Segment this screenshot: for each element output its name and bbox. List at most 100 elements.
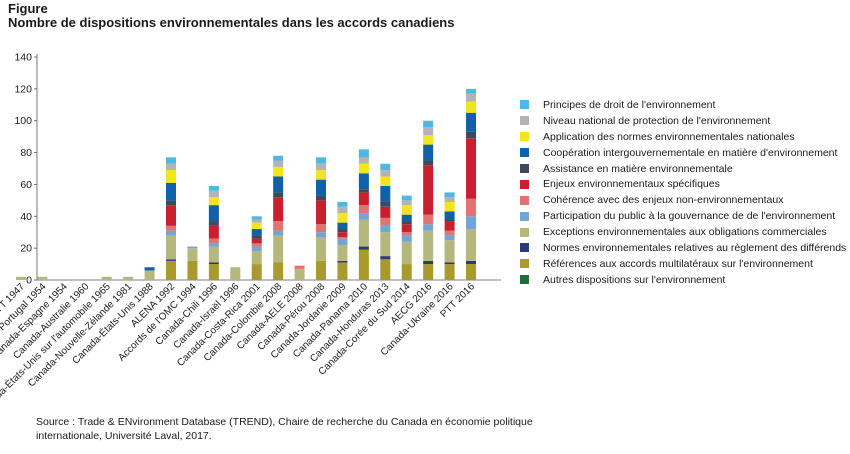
bar-segment [273,235,284,263]
bar-segment [166,157,177,164]
bar-segment [466,93,477,102]
bar-segment [423,135,434,145]
bar-segment [466,101,477,113]
legend-item: Références aux accords multilatéraux sur… [520,256,846,272]
legend-item: Exceptions environnementales aux obligat… [520,224,846,240]
y-tick-label: 40 [20,211,32,223]
bar-segment [423,144,434,161]
legend-item: Principes de droit de l'environnement [520,97,846,113]
bar-segment [423,127,434,136]
legend-item: Application des normes environnementales… [520,129,846,145]
bar-segment [251,246,262,252]
bar-segment [144,267,155,271]
bar-segment [251,251,262,265]
bar-segment [294,268,305,280]
legend-swatch [520,275,529,285]
legend-item: Niveau national de protection de l'envir… [520,113,846,129]
bar-segment [358,246,369,250]
bar-segment [166,230,177,236]
bar-segment [166,205,177,226]
bar-segment [444,264,455,280]
y-tick-label: 20 [20,243,32,255]
bar-segment [337,262,348,280]
bar-segment [208,246,219,263]
legend-swatch [520,259,529,269]
bar-segment [423,214,434,225]
bar-segment [444,201,455,212]
bar-segment [316,179,327,196]
bar-segment [337,260,348,263]
bar-segment [358,213,369,220]
bar-segment [380,259,391,280]
bar-segment [337,232,348,237]
bar-segment [337,236,348,239]
bar-segment [380,186,391,202]
legend-item: Enjeux environnementaux spécifiques [520,176,846,192]
bar-segment [401,221,412,225]
bar-segment [401,235,412,242]
bar-segment [316,224,327,233]
legend-swatch [520,179,529,189]
bar-segment [466,198,477,217]
bar-segment [358,173,369,190]
legend-swatch [520,243,529,253]
bar-segment [37,276,48,280]
bar-segment [444,192,455,198]
bar-segment [273,221,284,231]
bar-segment [358,205,369,214]
bar-segment [358,157,369,164]
bar-segment [337,244,348,261]
bar-segment [423,264,434,280]
bar-segment [401,195,412,201]
bar-segment [380,225,391,233]
bar-segment [316,163,327,171]
legend-label: Participation du public à la gouvernance… [543,210,836,223]
legend-label: Normes environnementales relatives au rè… [543,241,847,254]
legend-label: Assistance en matière environnementale [543,162,733,175]
bar-segment [423,120,434,128]
bar-segment [316,195,327,201]
legend-item: Assistance en matière environnementale [520,161,846,177]
bar-segment [423,260,434,265]
y-tick-label: 100 [14,115,32,127]
bar-segment [466,131,477,139]
bar-segment [316,170,327,180]
bar-segment [444,235,455,241]
legend-swatch [520,116,529,126]
bar-segment [208,225,219,239]
legend-label: Autres dispositions sur l'environnement [543,273,726,286]
bar-segment [187,246,198,249]
bar-segment [166,182,177,201]
bar-segment [251,238,262,244]
legend-label: Références aux accords multilatéraux sur… [543,257,813,270]
bar-segment [423,224,434,231]
bar-segment [187,248,198,261]
bar-segment [208,205,219,222]
bar-segment [380,217,391,226]
bar-segment [401,214,412,222]
legend-label: Niveau national de protection de l'envir… [543,114,771,127]
bar-segment [337,229,348,233]
bar-segment [466,112,477,132]
bar-segment [466,264,477,280]
bar-segment [358,249,369,280]
legend-swatch [520,227,529,237]
bar-segment [401,264,412,280]
bar-segment [166,235,177,260]
bar-segment [380,206,391,218]
bar-segment [166,225,177,231]
figure-label: Figure [8,1,48,16]
bar-segment [251,235,262,239]
bar-segment [208,197,219,206]
bar-segment [316,236,327,261]
bar-segment [466,88,477,94]
legend-label: Cohérence avec des enjeux non-environnem… [543,194,784,207]
bar-segment [423,160,434,166]
bar-segment [230,267,241,280]
bar-segment [208,186,219,191]
bar-segment [144,270,155,280]
source-note: Source : Trade & ENvironment Database (T… [36,416,533,442]
legend-swatch [520,195,529,205]
bar-segment [166,260,177,280]
bar-segment [251,243,262,247]
